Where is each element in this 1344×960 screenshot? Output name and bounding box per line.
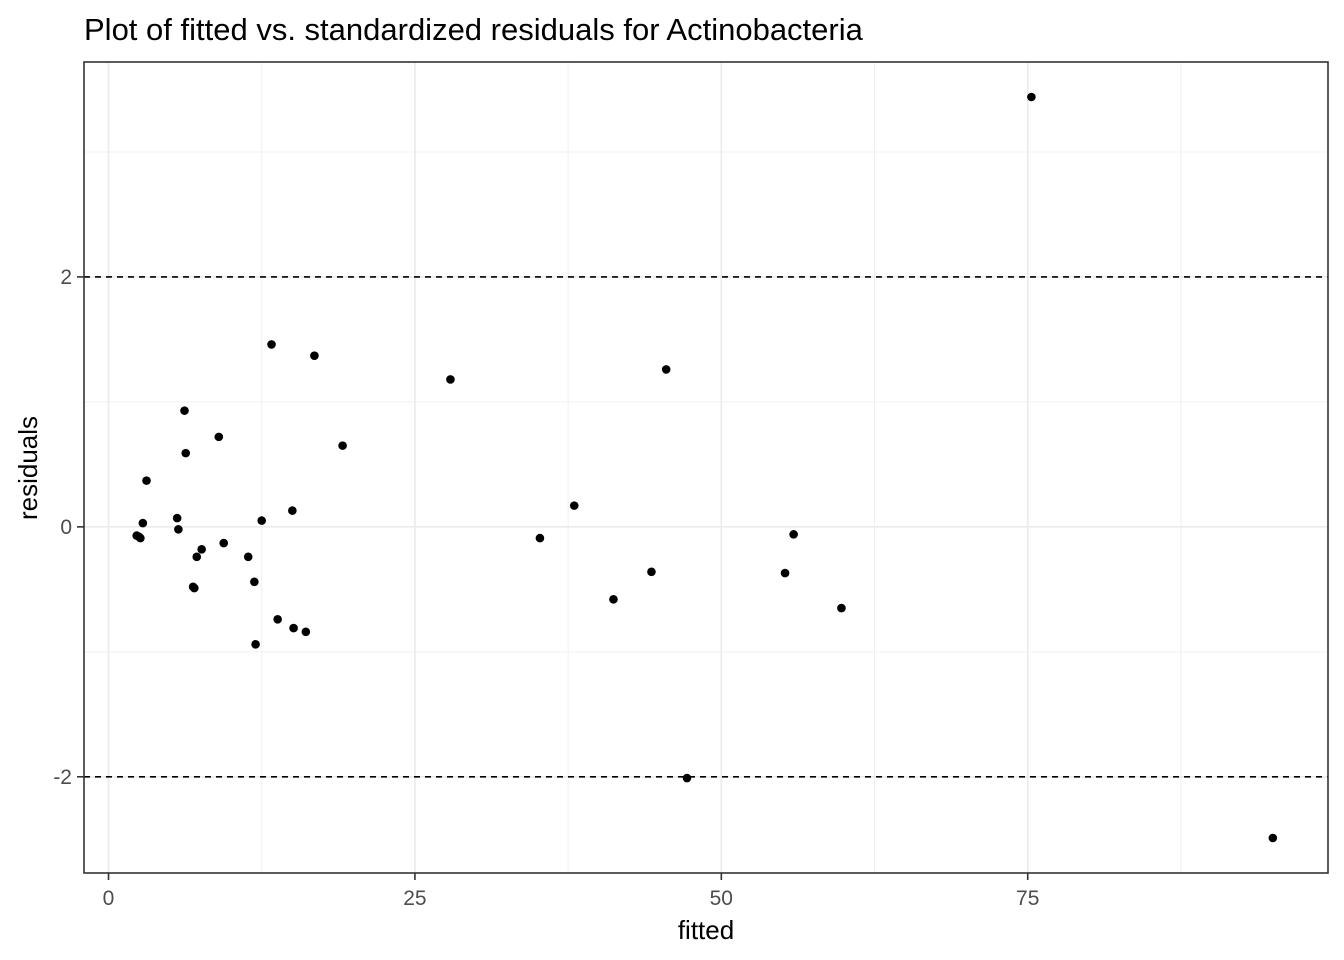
data-point: [273, 615, 282, 624]
data-point: [181, 448, 191, 458]
data-point: [682, 773, 692, 783]
data-point: [197, 545, 206, 554]
data-point: [569, 501, 579, 510]
panel-border: [83, 61, 1329, 874]
y-tick-label: -2: [53, 766, 72, 789]
data-point: [288, 506, 297, 515]
data-point: [174, 525, 183, 534]
x-tick-label: 25: [403, 887, 426, 910]
data-point: [1268, 833, 1278, 843]
reference-lines: [84, 276, 1328, 778]
data-point: [214, 432, 224, 442]
y-axis: -2 0 2: [53, 266, 84, 789]
data-point: [1027, 92, 1036, 102]
data-point: [789, 530, 798, 539]
x-tick-label: 50: [710, 887, 733, 910]
data-point: [647, 567, 656, 577]
data-point: [837, 603, 846, 613]
panel-background: [84, 62, 1328, 873]
y-axis-title: residuals: [13, 416, 43, 520]
data-points: [132, 92, 1278, 843]
data-point: [243, 552, 253, 562]
x-tick-label: 75: [1016, 887, 1039, 910]
data-point: [180, 406, 189, 415]
data-point: [780, 568, 790, 578]
y-tick-label: 2: [60, 266, 72, 289]
data-point: [192, 552, 202, 562]
x-axis-title: fitted: [678, 915, 734, 945]
data-point: [301, 627, 311, 637]
x-tick-label: 0: [103, 887, 115, 910]
plot-panel: [83, 61, 1329, 874]
data-point: [338, 441, 347, 450]
data-point: [310, 351, 319, 360]
data-point: [219, 538, 229, 548]
data-point: [446, 375, 455, 384]
data-point: [661, 365, 671, 374]
data-point: [535, 533, 545, 543]
x-axis: 0 25 50 75: [103, 873, 1039, 910]
data-point: [250, 577, 259, 587]
data-point: [138, 518, 148, 528]
data-point: [257, 516, 267, 525]
data-point: [289, 623, 298, 633]
data-point: [190, 583, 199, 593]
data-point: [267, 340, 276, 349]
data-point: [609, 595, 618, 604]
data-point: [142, 476, 151, 485]
data-point: [251, 640, 260, 649]
minor-gridlines: [84, 62, 1328, 873]
data-point: [172, 513, 182, 523]
data-point: [136, 533, 145, 543]
chart-title: Plot of fitted vs. standardized residual…: [84, 12, 864, 47]
y-tick-label: 0: [60, 516, 72, 539]
